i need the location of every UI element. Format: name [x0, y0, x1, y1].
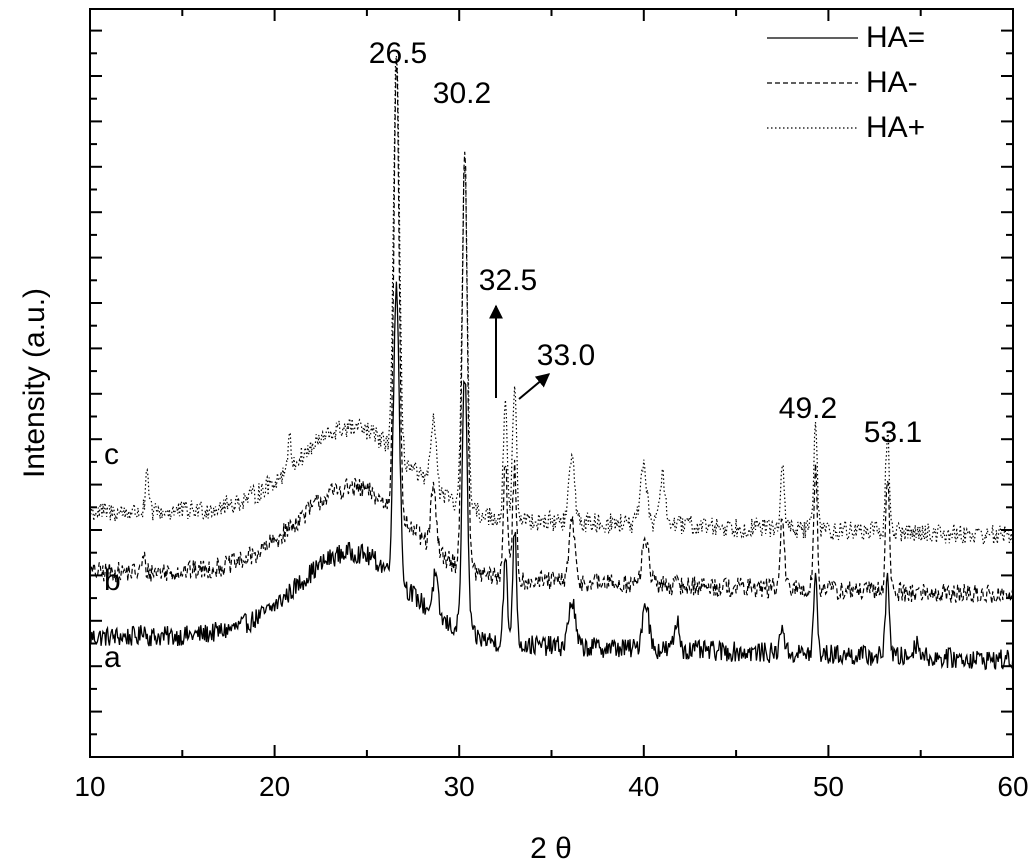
legend-label: HA+	[866, 111, 925, 144]
x-tick-label: 50	[813, 771, 844, 802]
series-line-b	[89, 57, 1014, 604]
arrow-33-0	[518, 373, 551, 400]
legend-label: HA=	[866, 21, 925, 54]
peak-label-30-2: 30.2	[433, 77, 491, 110]
peak-label-32-5: 32.5	[479, 264, 537, 297]
x-tick-label: 10	[74, 771, 105, 802]
peak-label-26-5: 26.5	[369, 37, 427, 70]
x-tick-label: 30	[444, 771, 475, 802]
peak-label-33-0: 33.0	[537, 339, 595, 372]
peak-label-53-1: 53.1	[864, 416, 922, 449]
data-curves	[89, 55, 1014, 671]
curve-tag-a: a	[104, 641, 121, 674]
y-axis-label: Intensity (a.u.)	[18, 288, 51, 478]
peak-label-49-2: 49.2	[779, 392, 837, 425]
x-tick-label: 20	[259, 771, 290, 802]
series-line-a	[89, 281, 1014, 671]
x-axis-label: 2 θ	[530, 832, 572, 865]
x-tick-label: 40	[628, 771, 659, 802]
legend: HA= HA- HA+	[767, 21, 925, 144]
legend-label: HA-	[866, 66, 918, 99]
series-line-c	[89, 55, 1014, 546]
curve-tag-c: c	[104, 438, 119, 471]
x-tick-labels: 10 20 30 40 50 60	[74, 771, 1028, 802]
x-tick-label: 60	[997, 771, 1028, 802]
curve-tag-b: b	[104, 564, 121, 597]
